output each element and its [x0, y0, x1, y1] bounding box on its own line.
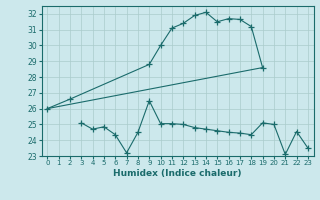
X-axis label: Humidex (Indice chaleur): Humidex (Indice chaleur) [113, 169, 242, 178]
